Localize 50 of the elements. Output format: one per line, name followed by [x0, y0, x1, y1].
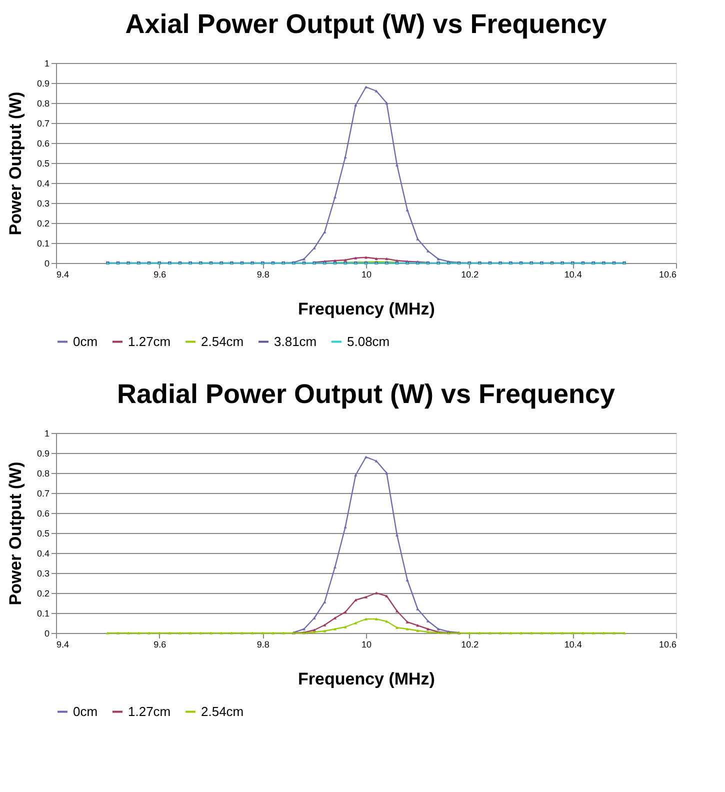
y-tick-label: 0.8: [36, 98, 50, 108]
y-tick-label: 0.8: [36, 468, 50, 478]
legend-label: 1.27cm: [128, 704, 171, 719]
x-tick-label: 10.2: [461, 270, 479, 280]
legend-label: 0cm: [73, 704, 98, 719]
y-tick-label: 0.6: [36, 138, 50, 148]
y-tick-label: 0.1: [36, 238, 50, 248]
x-tick-label: 10: [361, 270, 372, 280]
legend-label: 5.08cm: [347, 334, 390, 349]
y-tick-label: 0.2: [36, 588, 50, 598]
y-tick-label: 0.6: [36, 508, 50, 518]
y-tick-label: 0.9: [36, 78, 50, 88]
x-tick-label: 10.6: [658, 640, 676, 650]
x-tick-label: 10.4: [564, 640, 582, 650]
x-tick-label: 9.6: [154, 640, 166, 650]
legend-label: 2.54cm: [201, 704, 244, 719]
x-tick-label: 10: [361, 640, 372, 650]
y-tick-label: 0.3: [36, 198, 50, 208]
y-tick-label: 0.7: [36, 488, 50, 498]
x-tick-label: 9.8: [256, 270, 270, 280]
legend-label: 0cm: [73, 334, 98, 349]
chart-title: Radial Power Output (W) vs Frequency: [116, 379, 616, 409]
x-tick-label: 9.8: [256, 640, 270, 650]
x-axis-title: Frequency (MHz): [298, 670, 435, 688]
x-tick-label: 10.6: [658, 270, 676, 280]
legend-label: 1.27cm: [128, 334, 171, 349]
y-tick-label: 0.3: [36, 568, 50, 578]
x-tick-label: 9.4: [56, 270, 70, 280]
chart-title: Axial Power Output (W) vs Frequency: [125, 9, 607, 39]
x-tick-label: 9.6: [154, 270, 166, 280]
x-tick-label: 9.4: [56, 640, 70, 650]
y-tick-label: 0.2: [36, 218, 50, 228]
y-tick-label: 0.4: [36, 548, 50, 558]
y-axis-title: Power Output (W): [6, 462, 25, 606]
y-axis-title: Power Output (W): [6, 92, 25, 236]
legend-label: 2.54cm: [201, 334, 244, 349]
y-tick-label: 1: [44, 428, 50, 438]
y-tick-label: 1: [44, 58, 50, 68]
legend-label: 3.81cm: [274, 334, 317, 349]
y-tick-label: 0.4: [36, 178, 50, 188]
y-tick-label: 0.9: [36, 448, 50, 458]
x-tick-label: 10.4: [564, 270, 582, 280]
y-tick-label: 0: [44, 258, 50, 268]
y-tick-label: 0: [44, 628, 50, 638]
y-tick-label: 0.1: [36, 608, 50, 618]
y-tick-label: 0.5: [36, 158, 50, 168]
x-tick-label: 10.2: [461, 640, 479, 650]
y-tick-label: 0.7: [36, 118, 50, 128]
y-tick-label: 0.5: [36, 528, 50, 538]
x-axis-title: Frequency (MHz): [298, 300, 435, 318]
